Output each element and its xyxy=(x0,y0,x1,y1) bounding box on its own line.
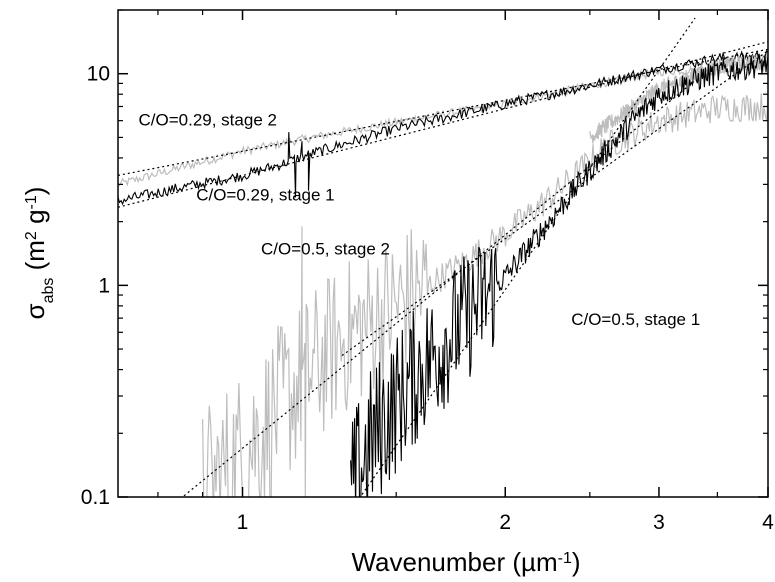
x-tick-label: 4 xyxy=(762,511,774,534)
fit-layer xyxy=(118,17,768,497)
spectrum-series-3 xyxy=(589,53,768,144)
series-annotation-3: C/O=0.5, stage 1 xyxy=(571,310,700,329)
y-tick-label: 10 xyxy=(87,63,110,86)
y-axis-title: σabs (m2 g-1) xyxy=(20,187,57,320)
power-law-fit-1 xyxy=(118,41,768,208)
x-axis-title: Wavenumber (µm-1) xyxy=(351,547,580,577)
spectrum-series-4 xyxy=(350,53,768,497)
x-tick-label: 2 xyxy=(499,511,511,534)
power-law-fit-0 xyxy=(118,48,768,176)
spectrum-series-2 xyxy=(202,93,768,497)
series-annotation-1: C/O=0.29, stage 1 xyxy=(196,185,334,204)
series-annotation-0: C/O=0.29, stage 2 xyxy=(139,110,277,129)
tick-layer: 1 2 3 4 0.1 1 10 xyxy=(81,9,774,534)
x-tick-label: 3 xyxy=(653,511,665,534)
series-annotation-2: C/O=0.5, stage 2 xyxy=(261,239,390,258)
spectrum-series-1 xyxy=(118,49,768,206)
annotation-layer: C/O=0.29, stage 2 C/O=0.29, stage 1 C/O=0.… xyxy=(139,110,701,329)
power-law-fit-2 xyxy=(181,80,696,497)
plot-frame xyxy=(117,9,769,498)
y-tick-label: 1 xyxy=(98,274,110,297)
power-law-fit-3 xyxy=(359,17,696,497)
power-law-fit-4 xyxy=(341,50,768,356)
x-tick-label: 1 xyxy=(237,511,249,534)
y-tick-label: 0.1 xyxy=(81,486,110,509)
